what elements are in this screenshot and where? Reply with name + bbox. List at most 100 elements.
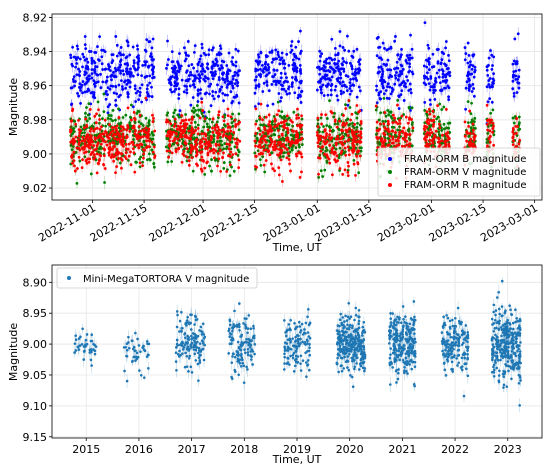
data-point [332, 68, 336, 72]
data-point [447, 98, 451, 101]
data-point [268, 50, 272, 54]
data-point [358, 68, 362, 72]
data-point [444, 63, 448, 67]
data-point [511, 62, 515, 66]
data-point [112, 71, 115, 74]
data-point [279, 96, 283, 99]
data-point [227, 68, 230, 72]
data-point [175, 75, 179, 78]
data-point [132, 64, 135, 68]
data-point [115, 43, 119, 47]
data-point [406, 79, 410, 82]
data-point [255, 75, 258, 79]
data-point [319, 88, 323, 91]
data-point [214, 62, 218, 66]
data-point [219, 47, 223, 50]
data-point [388, 85, 392, 89]
data-point [490, 53, 494, 57]
data-point [433, 83, 436, 86]
data-point [217, 76, 221, 79]
data-point [136, 73, 140, 77]
data-point [348, 92, 352, 96]
data-point [107, 67, 111, 71]
data-point [299, 101, 303, 104]
data-point [234, 47, 238, 51]
data-point [104, 124, 108, 128]
data-point [76, 47, 80, 51]
data-point [441, 72, 445, 76]
data-point [356, 121, 359, 125]
data-point [79, 85, 83, 89]
data-point [108, 123, 111, 126]
data-point [184, 51, 188, 55]
data-point [119, 71, 122, 75]
data-point [408, 56, 412, 60]
data-point [96, 80, 100, 84]
data-point [283, 66, 286, 70]
data-point [472, 87, 476, 90]
data-point [440, 108, 444, 111]
data-point [327, 77, 331, 81]
data-point [196, 62, 200, 66]
data-point [75, 181, 79, 185]
data-point [315, 88, 319, 92]
data-point [202, 69, 206, 73]
data-point [143, 63, 147, 67]
data-point [341, 46, 345, 49]
data-point [254, 84, 258, 88]
data-point [447, 86, 451, 90]
data-point [319, 169, 323, 173]
data-point [491, 108, 495, 112]
data-point [133, 87, 137, 91]
data-point [133, 67, 136, 70]
data-point [490, 100, 494, 104]
data-point [280, 87, 284, 91]
data-point [178, 109, 182, 113]
data-point [350, 89, 353, 93]
data-point [276, 53, 280, 56]
data-point [170, 60, 174, 64]
data-point [283, 72, 287, 76]
data-point [426, 43, 430, 47]
data-point [329, 88, 333, 92]
data-point [190, 63, 194, 66]
data-point [402, 99, 406, 102]
data-point [78, 57, 82, 61]
data-point [104, 90, 108, 93]
data-point [378, 45, 382, 49]
data-point [99, 86, 103, 90]
data-point [132, 59, 136, 63]
data-point [340, 84, 344, 88]
data-point [100, 48, 104, 52]
data-point [103, 167, 107, 170]
data-point [81, 65, 84, 69]
data-point [350, 67, 354, 71]
data-point [515, 91, 519, 94]
data-point [223, 80, 227, 84]
data-point [427, 62, 431, 66]
data-point [396, 66, 400, 70]
data-point [442, 122, 446, 126]
data-point [434, 88, 437, 92]
data-point [132, 151, 136, 155]
data-point [187, 74, 191, 77]
data-point [78, 70, 82, 73]
data-point [324, 84, 328, 88]
data-point [69, 86, 73, 90]
data-point [267, 71, 271, 75]
data-point [200, 72, 204, 76]
data-point [193, 44, 197, 48]
data-point [286, 80, 289, 84]
data-point [384, 64, 388, 67]
data-point [282, 87, 286, 91]
data-point [200, 97, 204, 101]
chart-top: 8.928.948.968.989.009.02 2022-11-012022-… [7, 11, 543, 254]
data-point [139, 155, 143, 159]
data-point [108, 103, 112, 106]
data-point [74, 65, 78, 69]
data-point [422, 81, 426, 85]
data-point [341, 57, 345, 60]
data-point [374, 133, 378, 136]
data-point [276, 100, 280, 104]
data-point [278, 62, 282, 66]
